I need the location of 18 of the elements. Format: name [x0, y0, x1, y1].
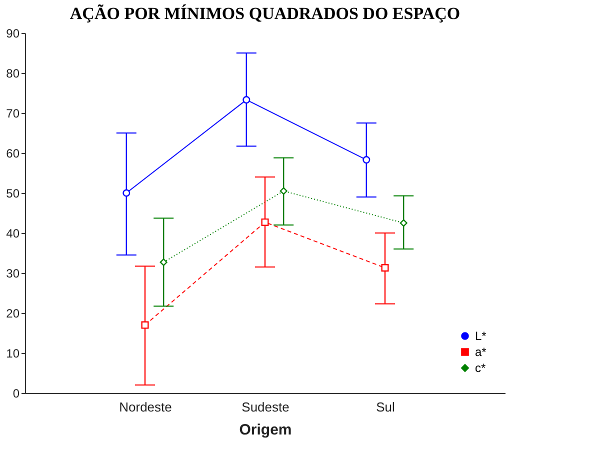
legend-label: a* — [475, 345, 487, 359]
y-tick-label: 50 — [6, 186, 20, 200]
y-tick-label: 0 — [12, 386, 20, 400]
x-axis-title: Origem — [239, 422, 292, 438]
y-tick-label: 40 — [6, 226, 20, 240]
y-tick-label: 70 — [6, 106, 20, 120]
y-tick-label: 90 — [6, 26, 20, 40]
y-tick-label: 10 — [6, 346, 20, 360]
y-tick-label: 80 — [6, 66, 20, 80]
x-tick-label: Nordeste — [119, 400, 172, 414]
legend-label: c* — [475, 361, 486, 375]
x-tick-label: Sul — [376, 400, 395, 414]
legend-label: L* — [475, 329, 487, 343]
y-tick-label: 20 — [6, 306, 20, 320]
y-tick-label: 60 — [6, 146, 20, 160]
y-tick-label: 30 — [6, 266, 20, 280]
chart-title: AÇÃO POR MÍNIMOS QUADRADOS DO ESPAÇO — [70, 4, 460, 23]
x-tick-label: Sudeste — [242, 400, 290, 414]
